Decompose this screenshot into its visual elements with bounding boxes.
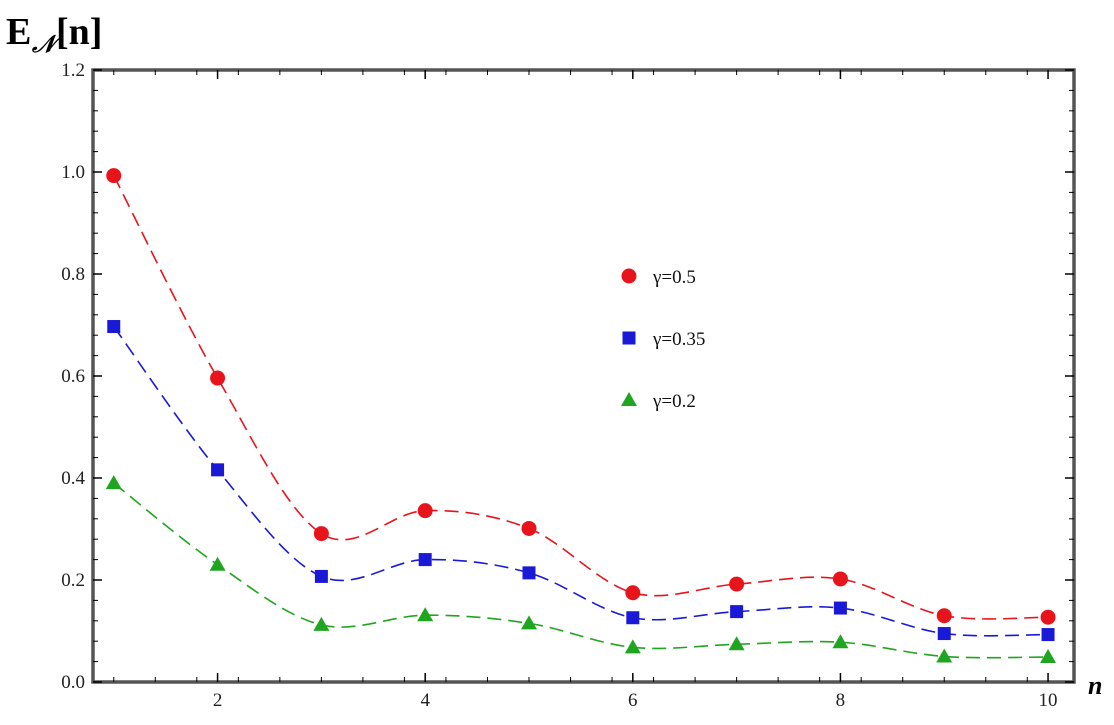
series-2-point <box>832 634 849 649</box>
series-0-point <box>936 608 952 624</box>
series-2-point <box>624 639 641 654</box>
x-tick-label: 6 <box>628 690 638 711</box>
series-0-point <box>313 526 329 542</box>
x-axis-label: n <box>1088 671 1102 700</box>
series-2-point <box>209 556 226 571</box>
series-2-curve <box>113 482 1049 659</box>
series-1-point <box>730 605 744 619</box>
y-tick-label: 0.8 <box>61 264 85 285</box>
series-2-point <box>313 616 330 631</box>
y-axis-ticks: 0.0 0.2 0.4 0.6 0.8 1.0 1.2 <box>61 60 1074 693</box>
series-0-point <box>832 571 848 587</box>
series-0-point <box>729 576 745 592</box>
series-1-point <box>211 463 225 477</box>
series-2-point <box>521 615 537 630</box>
legend-marker-1 <box>622 331 636 345</box>
legend-label-2: γ=0.2 <box>652 391 696 412</box>
series-markers <box>105 168 1057 664</box>
series-1-point <box>833 601 847 615</box>
legend-marker-0 <box>621 268 637 284</box>
plot-border <box>91 68 1076 684</box>
x-tick-label: 2 <box>213 690 223 711</box>
series-2-point <box>417 607 434 622</box>
y-tick-label: 0.0 <box>61 672 85 693</box>
y-axis-label-argument: [n] <box>56 11 102 53</box>
series-1-point <box>522 566 536 580</box>
x-tick-label: 10 <box>1039 690 1058 711</box>
y-axis-label-main: E <box>6 11 31 53</box>
y-tick-label: 1.2 <box>61 60 85 81</box>
series-1-point <box>314 569 328 583</box>
series-1-point <box>1041 628 1055 642</box>
series-0-point <box>417 503 433 519</box>
series-0-curve <box>113 175 1049 620</box>
y-tick-label: 0.6 <box>61 366 85 387</box>
series-0-point <box>625 585 641 601</box>
series-0-point <box>210 370 226 386</box>
x-tick-label: 8 <box>836 690 846 711</box>
y-tick-label: 0.4 <box>61 468 85 489</box>
legend-marker-2 <box>621 392 637 406</box>
series-0-point <box>1040 609 1056 625</box>
series-1-point <box>626 611 640 625</box>
x-axis-ticks: 2 4 6 8 10 <box>113 70 1058 711</box>
series-2-point <box>105 475 122 490</box>
series-2-point <box>728 636 745 651</box>
series-0-point <box>521 520 537 536</box>
y-tick-label: 1.0 <box>61 162 85 183</box>
series-2-point <box>936 648 953 663</box>
y-tick-label: 0.2 <box>61 570 85 591</box>
series-curves <box>113 175 1049 659</box>
plot-frame <box>91 68 1076 684</box>
series-1-point <box>418 553 432 567</box>
x-tick-label: 4 <box>420 690 430 711</box>
series-1-point <box>937 627 951 641</box>
legend: γ=0.5 γ=0.35 γ=0.2 <box>621 267 705 412</box>
y-axis-label: E 𝒩 [n] <box>6 11 102 58</box>
legend-label-0: γ=0.5 <box>652 267 696 288</box>
series-1-point <box>107 320 121 334</box>
legend-label-1: γ=0.35 <box>652 329 705 350</box>
series-1-curve <box>113 326 1049 637</box>
series-0-point <box>106 168 122 184</box>
series-2-point <box>1040 649 1057 664</box>
